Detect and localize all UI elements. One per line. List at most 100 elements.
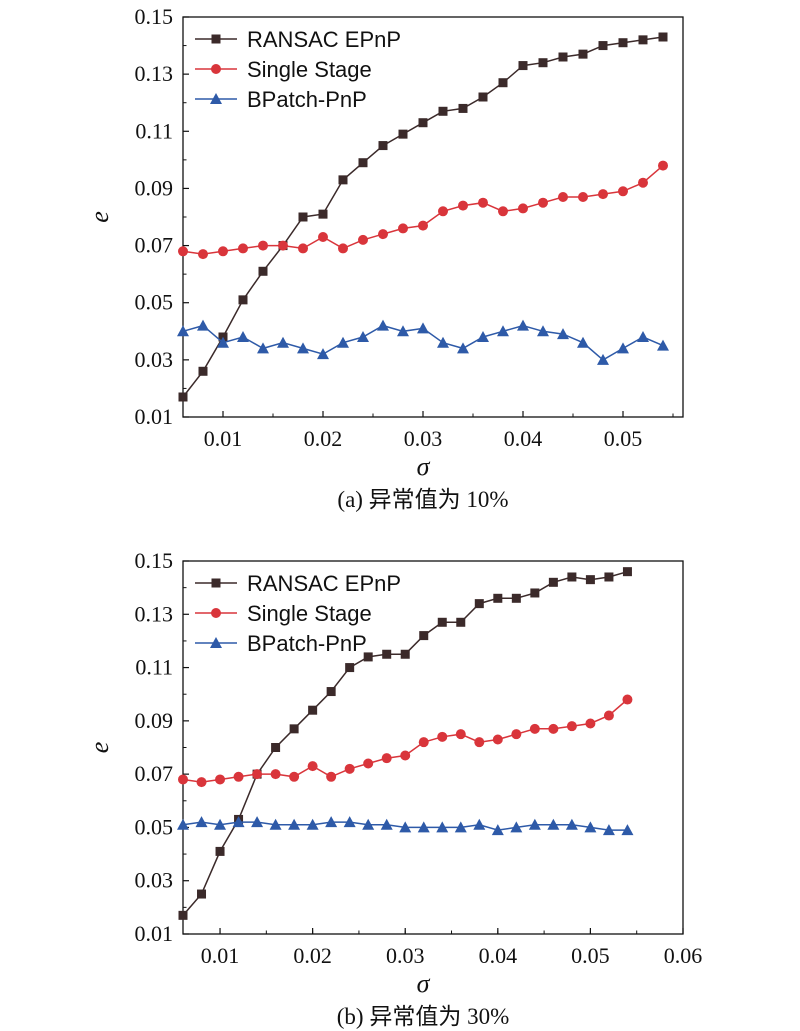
data-point	[657, 339, 669, 351]
data-point	[289, 771, 300, 782]
data-point	[618, 186, 628, 197]
chart-a: 0.01 0.03 0.05 0.07 0.09 0.11 0.13 0.15 0.01 0.02…	[85, 4, 684, 512]
data-point	[196, 777, 207, 788]
data-point	[517, 319, 529, 331]
x-tick-label: 0.04	[504, 426, 543, 451]
data-point	[577, 336, 589, 348]
data-point	[558, 52, 568, 62]
data-point	[418, 118, 428, 128]
x-tick-label: 0.01	[201, 943, 240, 968]
data-point	[237, 331, 249, 342]
y-tick-label: 0.01	[135, 404, 174, 429]
data-point	[258, 266, 268, 276]
legend: RANSAC EPnP Single Stage BPatch-PnP	[195, 27, 401, 112]
data-point	[343, 816, 356, 828]
data-point	[548, 577, 558, 587]
data-point	[477, 331, 489, 342]
data-point	[325, 816, 338, 828]
figure-caption: (b) 异常值为 30%	[337, 1004, 509, 1029]
data-point	[218, 246, 228, 257]
data-point	[621, 824, 634, 836]
data-point	[258, 240, 268, 251]
data-point	[271, 743, 281, 752]
data-point	[288, 818, 301, 830]
data-point	[617, 342, 629, 354]
y-tick-label: 0.11	[135, 655, 173, 680]
data-point	[217, 336, 229, 348]
data-point	[497, 325, 509, 337]
x-tick-label: 0.05	[604, 426, 643, 451]
data-point	[622, 694, 633, 705]
legend-label: Single Stage	[247, 601, 372, 626]
chart-b: 0.01 0.03 0.05 0.07 0.09 0.11 0.13 0.15 0.01 0.02…	[85, 548, 703, 1029]
series-bpatch-pnp	[177, 816, 634, 836]
x-tick-label: 0.01	[204, 426, 243, 451]
data-point	[382, 649, 392, 659]
data-point	[437, 617, 447, 627]
data-point	[337, 336, 349, 348]
data-point	[437, 336, 449, 348]
x-tick-label: 0.06	[664, 943, 703, 968]
data-point	[378, 229, 388, 240]
data-point	[491, 824, 504, 836]
data-point	[178, 774, 188, 785]
data-point	[529, 723, 540, 734]
data-point	[298, 243, 308, 254]
data-point	[232, 816, 245, 828]
data-point	[198, 366, 208, 376]
y-axis-title: e	[85, 742, 114, 754]
data-point	[178, 910, 188, 920]
data-point	[622, 567, 632, 577]
data-point	[306, 818, 319, 830]
data-point	[419, 631, 429, 641]
data-point	[363, 758, 374, 769]
data-point	[378, 141, 388, 151]
data-point	[400, 750, 411, 761]
data-point	[358, 234, 368, 245]
data-point	[598, 189, 608, 200]
data-point	[362, 818, 375, 830]
y-tick-label: 0.05	[135, 290, 174, 315]
data-point	[498, 78, 508, 88]
data-point	[458, 103, 468, 113]
data-point	[510, 821, 523, 833]
data-point	[195, 816, 208, 828]
data-point	[215, 774, 226, 785]
legend-label: BPatch-PnP	[247, 631, 367, 656]
legend-marker	[211, 608, 221, 618]
series-line	[182, 165, 664, 255]
y-tick-label: 0.07	[135, 761, 174, 786]
data-point	[585, 718, 596, 729]
data-point	[177, 818, 189, 830]
x-tick-label: 0.05	[571, 943, 610, 968]
y-tick-label: 0.07	[135, 233, 174, 258]
series-single-stage	[178, 160, 668, 260]
data-point	[597, 353, 609, 365]
data-point	[558, 192, 568, 202]
data-point	[277, 336, 289, 348]
data-point	[177, 325, 189, 337]
data-point	[456, 617, 466, 627]
data-point	[638, 35, 648, 45]
data-point	[318, 209, 328, 219]
data-point	[438, 206, 448, 217]
y-tick-label: 0.01	[135, 921, 174, 946]
data-point	[399, 821, 412, 833]
series-ransac-epnp	[178, 32, 668, 402]
x-axis-title: σ	[417, 969, 431, 998]
data-point	[585, 575, 595, 585]
y-tick-label: 0.03	[135, 868, 174, 893]
data-point	[297, 342, 309, 354]
data-point	[492, 734, 503, 745]
data-point	[398, 129, 408, 139]
legend-label: BPatch-PnP	[247, 87, 367, 112]
x-tick-label: 0.02	[304, 426, 343, 451]
data-point	[178, 392, 188, 402]
data-point	[358, 158, 368, 168]
data-point	[317, 348, 329, 360]
figure-caption: (a) 异常值为 10%	[337, 487, 508, 512]
series-single-stage	[178, 694, 633, 788]
data-point	[398, 223, 408, 234]
data-point	[318, 232, 328, 242]
x-tick-label: 0.03	[404, 426, 443, 451]
